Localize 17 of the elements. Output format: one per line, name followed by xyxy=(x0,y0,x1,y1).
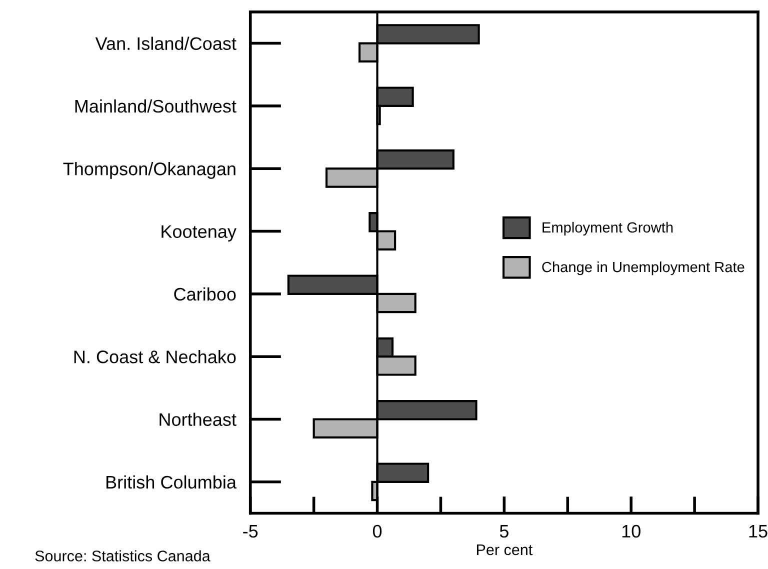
source-note: Source: Statistics Canada xyxy=(35,550,210,562)
x-tick-label: 10 xyxy=(622,524,640,538)
x-tick-label: 15 xyxy=(749,525,768,538)
y-tick-label: Mainland/Southwest xyxy=(75,99,236,113)
x-axis-title: Per cent xyxy=(477,544,533,556)
legend-label: Employment Growth xyxy=(542,222,673,236)
legend-label: Change in Unemployment Rate xyxy=(542,261,744,276)
y-tick-label: N. Coast & Nechako xyxy=(74,350,236,364)
x-tick-label: -5 xyxy=(243,525,258,538)
y-tick-label: Northeast xyxy=(160,412,236,426)
x-tick-label: 5 xyxy=(500,525,508,538)
y-tick-label: Cariboo xyxy=(174,287,236,301)
y-tick-label: Thompson/Okanagan xyxy=(63,162,236,179)
y-tick-label: British Columbia xyxy=(106,475,236,489)
y-tick-label: Kootenay xyxy=(162,225,236,242)
y-tick-label: Van. Island/Coast xyxy=(95,36,236,50)
x-tick-label: 0 xyxy=(372,524,382,538)
